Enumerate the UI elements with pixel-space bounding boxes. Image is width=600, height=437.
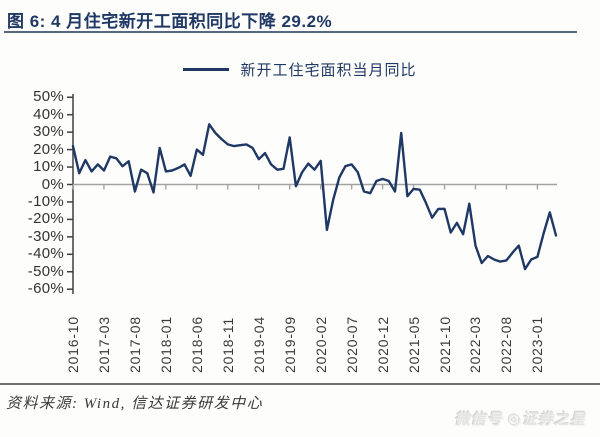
- watermark: 微信号 ◎证券之星: [454, 411, 586, 428]
- y-axis-label: -30%: [27, 227, 64, 245]
- x-axis-label: 2021-10: [436, 316, 453, 373]
- x-axis-label: 2021-05: [405, 316, 422, 373]
- x-axis-label: 2017-08: [126, 316, 143, 373]
- bottom-divider: [0, 383, 600, 385]
- source-note: 资料来源: Wind, 信达证券研发中心: [6, 396, 264, 412]
- title-underline: [4, 31, 577, 33]
- chart-legend: 新开工住宅面积当月同比: [0, 59, 600, 80]
- x-axis-label: 2023-01: [529, 316, 546, 373]
- y-axis-label: 20%: [33, 140, 64, 158]
- x-axis-label: 2022-08: [498, 316, 515, 373]
- y-axis-label: 10%: [33, 158, 64, 176]
- x-axis-label: 2019-09: [281, 316, 298, 373]
- figure-title: 图 6: 4 月住宅新开工面积同比下降 29.2%: [7, 12, 333, 31]
- x-axis-label: 2022-03: [467, 316, 484, 373]
- x-axis-label: 2019-04: [250, 316, 267, 373]
- legend-line-icon: [183, 68, 230, 71]
- y-axis-label: -60%: [27, 280, 64, 298]
- x-axis-label: 2018-11: [219, 317, 236, 373]
- x-axis-label: 2016-10: [65, 316, 81, 373]
- x-axis-label: 2018-06: [188, 316, 205, 373]
- x-axis-label: 2018-01: [157, 316, 174, 373]
- x-axis-label: 2020-12: [374, 316, 391, 373]
- y-axis-label: -20%: [27, 210, 64, 228]
- x-axis-label: 2020-07: [343, 316, 360, 373]
- x-axis-label: 2017-03: [95, 316, 112, 373]
- y-axis-label: -50%: [27, 262, 64, 280]
- legend-label: 新开工住宅面积当月同比: [240, 62, 417, 79]
- y-axis-label: 0%: [41, 175, 64, 193]
- y-axis-label: -10%: [27, 192, 64, 210]
- y-axis-label: 40%: [33, 105, 64, 123]
- y-axis-label: 50%: [33, 88, 64, 106]
- x-axis-label: 2020-02: [312, 316, 329, 373]
- y-axis-label: 30%: [33, 123, 64, 141]
- y-axis-label: -40%: [27, 245, 64, 263]
